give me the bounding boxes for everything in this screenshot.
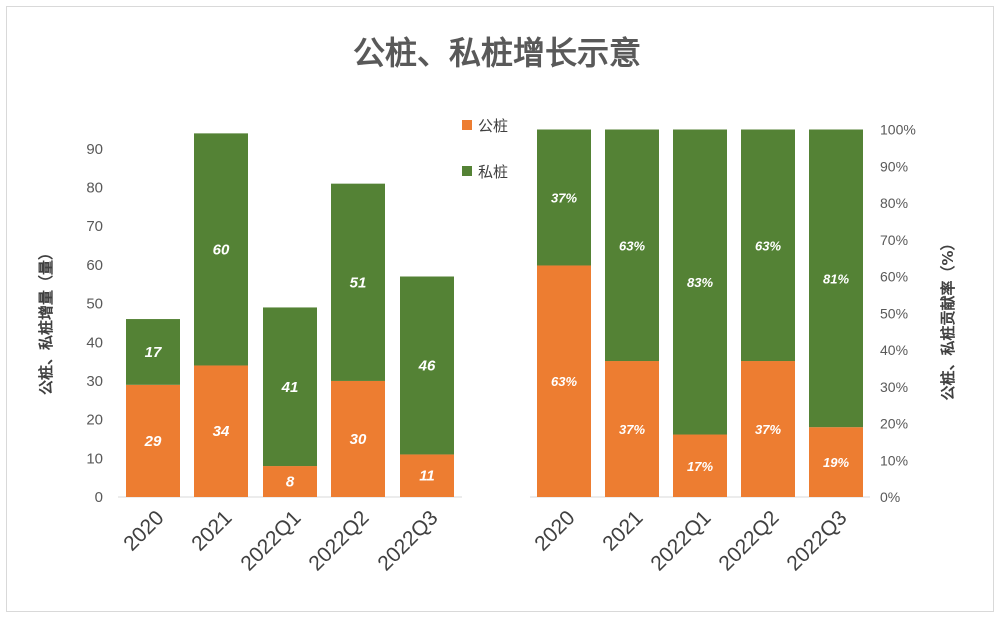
left-data-label: 17 <box>145 344 162 361</box>
right-data-label: 63% <box>551 374 577 389</box>
right-y-tick-label: 30% <box>880 379 908 395</box>
left-y-tick-label: 80 <box>86 180 103 197</box>
left-bar-public <box>194 365 248 497</box>
right-data-label: 83% <box>687 275 713 290</box>
right-bar-private <box>809 129 863 428</box>
left-y-tick-label: 50 <box>86 296 103 313</box>
left-data-label: 51 <box>350 274 367 291</box>
right-bar-private <box>673 129 727 435</box>
right-y-tick-label: 90% <box>880 158 908 174</box>
left-x-tick-label: 2021 <box>187 506 236 555</box>
left-bar-private <box>126 319 180 385</box>
right-y-tick-label: 100% <box>880 122 916 138</box>
right-y-tick-label: 0% <box>880 489 900 505</box>
left-data-label: 29 <box>144 433 162 450</box>
right-y-tick-label: 10% <box>880 452 908 468</box>
left-bar-private <box>263 307 317 467</box>
legend-label-public: 公桩 <box>478 117 508 135</box>
legend-label-private: 私桩 <box>478 163 508 181</box>
legend: 公桩 私桩 <box>462 117 508 181</box>
right-bar-public <box>741 361 795 497</box>
right-plot: 0% 10% 20% 30% 40% 50% 60% 70% 80% 90% 100% 63% 37% 2… <box>530 122 916 575</box>
left-data-label: 8 <box>286 474 295 491</box>
left-y-axis-title: 公桩、私桩增量（量） <box>37 245 55 395</box>
right-y-tick-label: 50% <box>880 305 908 321</box>
left-y-tick-label: 90 <box>86 141 103 158</box>
right-y-tick-label: 20% <box>880 416 908 432</box>
right-data-label: 81% <box>823 271 849 286</box>
left-data-label: 41 <box>281 379 299 396</box>
left-x-tick-label: 2022Q2 <box>304 506 373 575</box>
right-data-label: 37% <box>755 422 781 437</box>
right-data-label: 37% <box>551 190 577 205</box>
left-data-label: 34 <box>213 423 230 440</box>
right-x-tick-label: 2021 <box>598 506 647 555</box>
left-data-label: 60 <box>213 241 230 258</box>
left-y-tick-label: 70 <box>86 218 103 235</box>
left-plot: 0 10 20 30 40 50 60 70 80 90 29 17 2020 34 60 2021 8 41 20… <box>86 133 462 575</box>
chart-title: 公桩、私桩增长示意 <box>353 34 641 72</box>
right-x-tick-label: 2022Q3 <box>782 506 851 575</box>
left-x-tick-label: 2020 <box>119 506 168 555</box>
right-bar-public <box>673 434 727 497</box>
left-y-tick-label: 60 <box>86 257 103 274</box>
right-bar-public <box>809 427 863 497</box>
right-bar-public <box>537 265 591 497</box>
left-y-tick-label: 0 <box>95 489 103 506</box>
left-data-label: 30 <box>350 431 367 448</box>
right-bar-private <box>741 129 795 362</box>
left-y-tick-label: 10 <box>86 450 103 467</box>
right-y-tick-label: 40% <box>880 342 908 358</box>
right-data-label: 17% <box>687 459 713 474</box>
left-bar-public <box>331 380 385 497</box>
left-bar-private <box>400 276 454 455</box>
right-data-label: 63% <box>755 238 781 253</box>
right-x-tick-label: 2022Q1 <box>646 506 715 575</box>
right-y-axis-title: 公桩、私桩贡献率（%） <box>939 235 957 400</box>
right-bar-private <box>605 129 659 362</box>
left-data-label: 46 <box>418 357 436 374</box>
right-y-tick-label: 70% <box>880 232 908 248</box>
left-data-label: 11 <box>419 468 435 485</box>
legend-swatch-public <box>462 120 472 130</box>
right-y-tick-label: 60% <box>880 269 908 285</box>
right-bar-private <box>537 129 591 266</box>
left-bar-private <box>194 133 248 366</box>
left-bar-public <box>126 384 180 497</box>
left-bar-public <box>263 466 317 497</box>
left-y-tick-label: 30 <box>86 373 103 390</box>
left-x-tick-label: 2022Q3 <box>373 506 442 575</box>
right-y-tick-label: 80% <box>880 195 908 211</box>
left-y-tick-label: 40 <box>86 334 103 351</box>
left-bar-public <box>400 454 454 497</box>
right-data-label: 63% <box>619 238 645 253</box>
left-x-tick-label: 2022Q1 <box>236 506 305 575</box>
right-x-tick-label: 2020 <box>530 506 579 555</box>
right-bar-public <box>605 361 659 497</box>
left-bar-private <box>331 183 385 381</box>
legend-swatch-private <box>462 166 472 176</box>
right-data-label: 19% <box>823 455 849 470</box>
right-data-label: 37% <box>619 422 645 437</box>
left-y-tick-label: 20 <box>86 412 103 429</box>
right-x-tick-label: 2022Q2 <box>714 506 783 575</box>
